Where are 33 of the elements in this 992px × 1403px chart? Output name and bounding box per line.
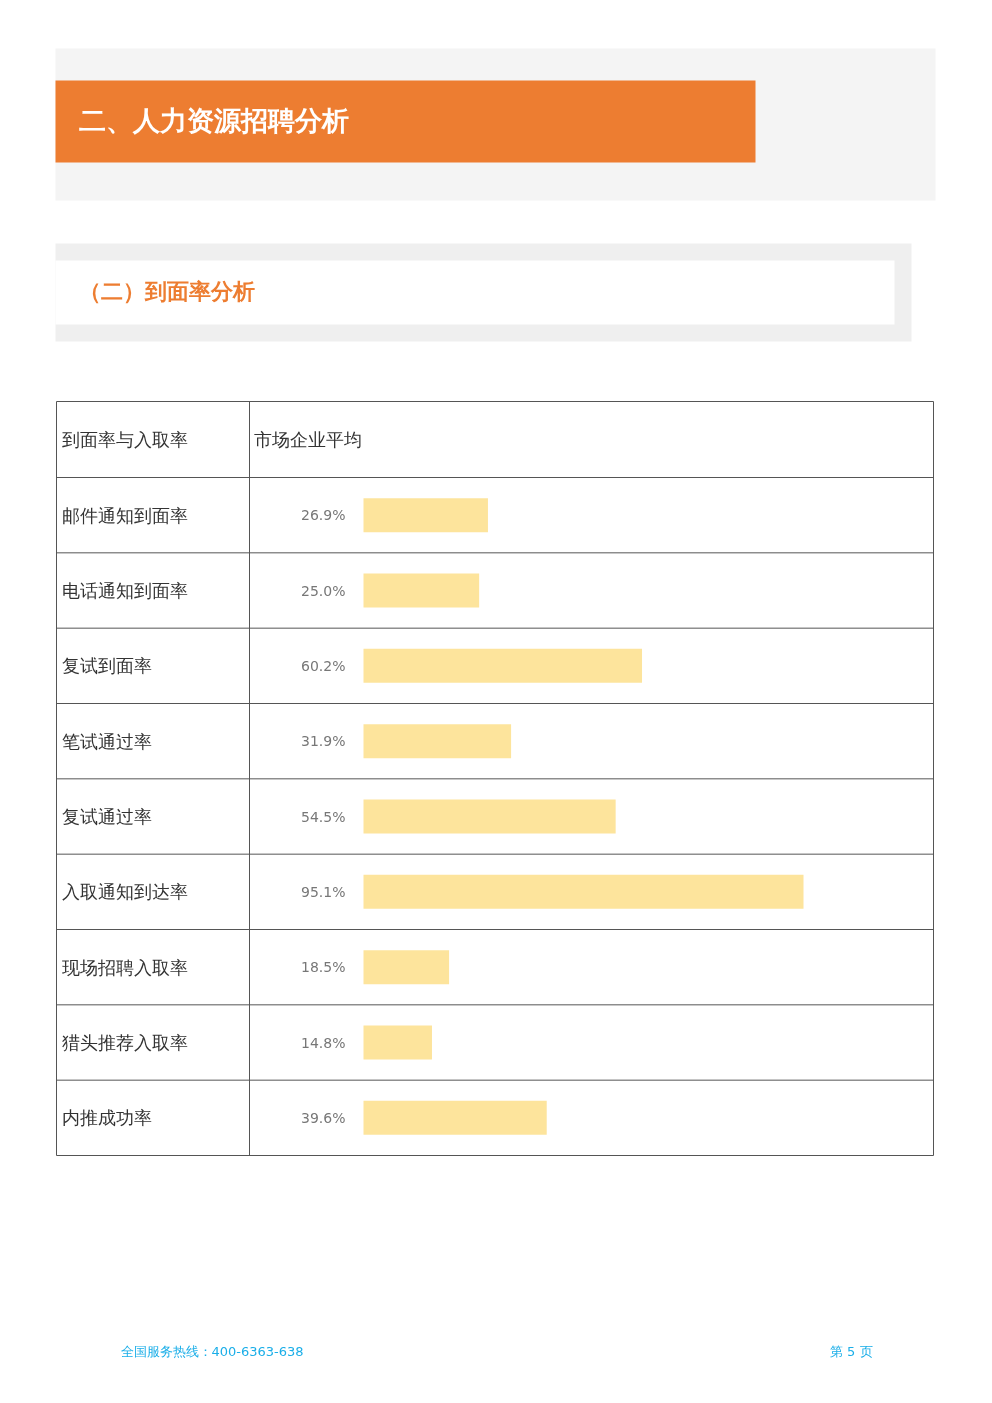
y-tick-label: 现场招聘入取率: [61, 956, 188, 978]
bar: [363, 950, 450, 985]
data-label: 26.9%: [301, 507, 346, 524]
data-label: 31.9%: [301, 733, 346, 750]
text: （二）到面率分析: [78, 279, 255, 304]
bar: [363, 1100, 547, 1135]
bar: [363, 724, 512, 759]
bar: [363, 874, 804, 909]
bar: [363, 573, 480, 608]
text: 第 5 页: [829, 1344, 873, 1359]
data-label: 95.1%: [301, 883, 346, 900]
y-tick-label: 电话通知到面率: [61, 580, 188, 601]
chart-title: 二、人力资源招聘分析: [78, 105, 349, 136]
data-label: 54.5%: [301, 808, 346, 825]
data-label: 25.0%: [301, 582, 346, 599]
bar: [363, 498, 488, 533]
data-label: 60.2%: [301, 657, 346, 674]
data-label: 14.8%: [301, 1034, 346, 1051]
y-tick-label: 邮件通知到面率: [61, 504, 188, 526]
y-tick-label: 复试到面率: [61, 655, 152, 677]
y-tick-label: 笔试通过率: [61, 730, 152, 752]
data-label: 39.6%: [301, 1109, 346, 1126]
bar: [363, 799, 616, 834]
text: 市场企业平均: [253, 429, 362, 450]
text: 全国服务热线：400-6363-638: [120, 1344, 304, 1359]
y-tick-label: 猎头推荐入取率: [61, 1032, 188, 1053]
y-tick-label: 内推成功率: [61, 1107, 152, 1129]
text: 到面率与入取率: [61, 429, 188, 450]
y-tick-label: 入取通知到达率: [61, 881, 188, 903]
bar: [363, 1025, 432, 1060]
y-tick-label: 复试通过率: [61, 806, 152, 827]
bar: [363, 648, 643, 683]
data-label: 18.5%: [301, 959, 346, 976]
